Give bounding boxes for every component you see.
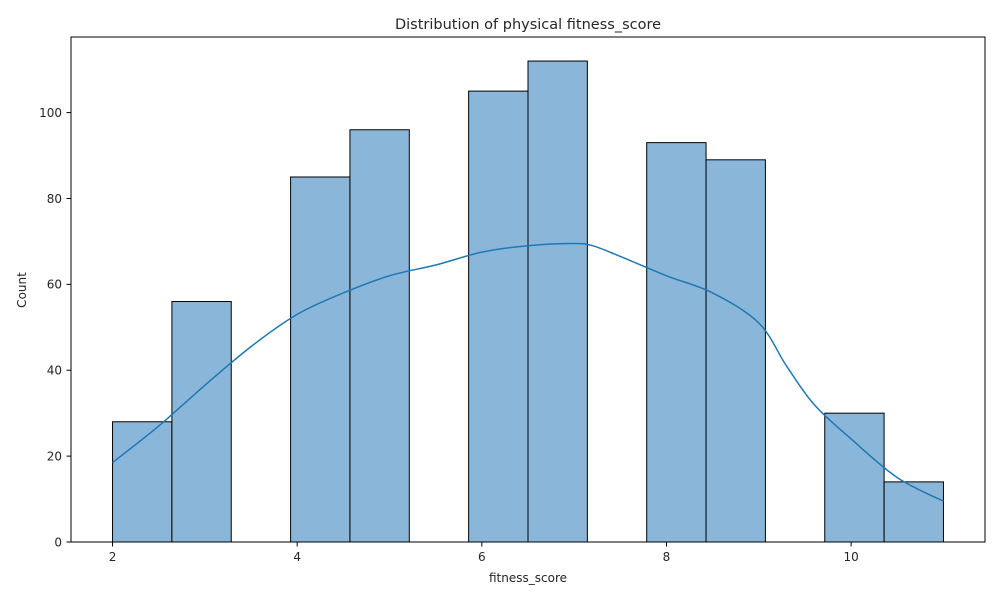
- x-tick-label: 10: [843, 550, 858, 564]
- histogram-bar: [171, 301, 232, 543]
- histogram-bar: [646, 142, 707, 543]
- histogram-bar: [883, 481, 944, 543]
- x-tick-label: 8: [663, 550, 671, 564]
- x-tick-label: 2: [109, 550, 117, 564]
- y-tick-label: 40: [47, 364, 62, 378]
- x-tick-label: 4: [293, 550, 301, 564]
- y-tick-label: 60: [47, 278, 62, 292]
- histogram-bar: [349, 129, 410, 543]
- axes-frame: [70, 36, 986, 543]
- y-axis-label: Count: [15, 272, 29, 308]
- x-axis-ticks: 2 4 6 8 10: [109, 542, 859, 564]
- histogram-bar: [468, 90, 529, 543]
- histogram-bar: [290, 176, 351, 543]
- y-axis-ticks: 0 20 40 60 80 100: [39, 106, 71, 549]
- histogram-bar: [527, 60, 588, 543]
- histogram-bar: [705, 159, 766, 543]
- y-tick-label: 80: [47, 192, 62, 206]
- y-tick-label: 20: [47, 449, 62, 463]
- x-axis-label: fitness_score: [489, 571, 567, 585]
- plot-border: [70, 36, 986, 543]
- x-tick-label: 6: [478, 550, 486, 564]
- histogram-bar: [112, 421, 173, 543]
- y-tick-label: 100: [39, 106, 62, 120]
- y-tick-label: 0: [54, 535, 62, 549]
- chart-title: Distribution of physical fitness_score: [395, 17, 661, 33]
- histogram-bars: [112, 60, 944, 543]
- kde-curve: [112, 242, 944, 502]
- histogram-bar: [824, 412, 885, 543]
